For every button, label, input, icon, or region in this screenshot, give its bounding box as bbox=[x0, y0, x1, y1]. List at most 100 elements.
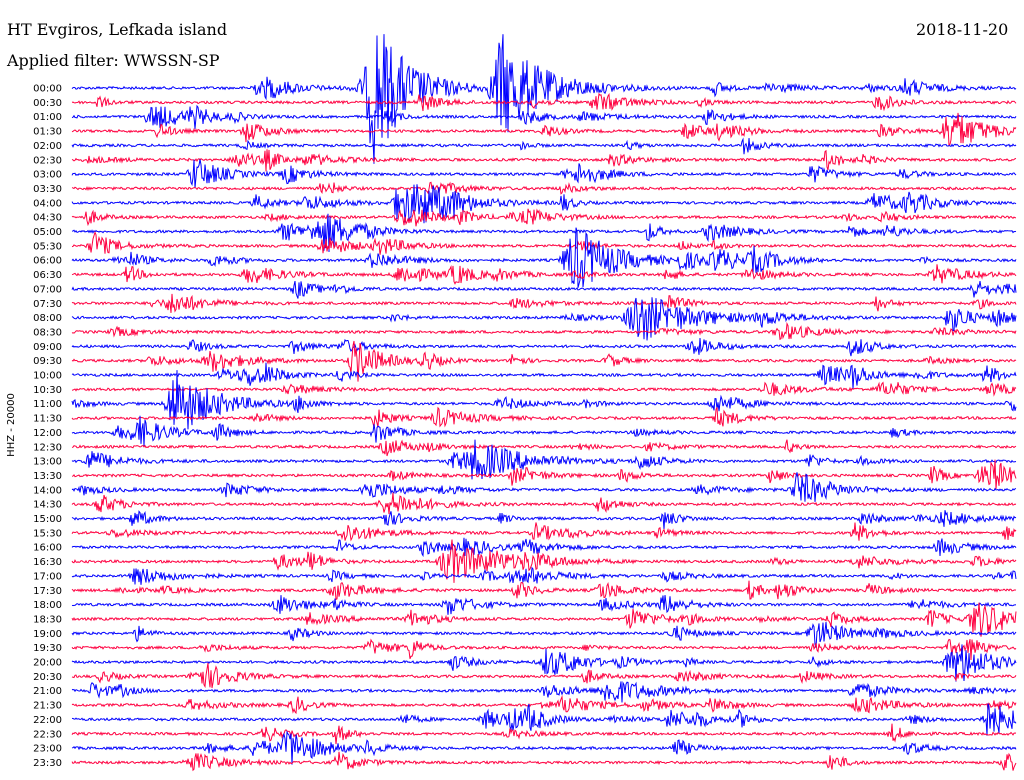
time-tick-label: 23:30 bbox=[33, 758, 62, 769]
time-tick-label: 02:00 bbox=[33, 141, 62, 152]
trace-row-1500 bbox=[71, 510, 1017, 530]
time-tick-label: 10:30 bbox=[33, 385, 62, 396]
time-tick-label: 08:30 bbox=[33, 327, 62, 338]
time-tick-label: 20:30 bbox=[33, 672, 62, 683]
trace-row-1100 bbox=[71, 370, 1017, 430]
trace-row-0530 bbox=[71, 230, 1017, 255]
time-tick-label: 16:30 bbox=[33, 557, 62, 568]
time-tick-label: 12:30 bbox=[33, 442, 62, 453]
time-tick-label: 14:00 bbox=[33, 485, 62, 496]
trace-row-1030 bbox=[71, 381, 1017, 397]
trace-row-2330 bbox=[71, 751, 1017, 772]
time-tick-label: 22:00 bbox=[33, 715, 62, 726]
y-axis-label: HHZ - 20000 bbox=[6, 393, 17, 457]
trace-row-1830 bbox=[71, 602, 1017, 637]
trace-row-0730 bbox=[71, 293, 1017, 313]
time-tick-label: 22:30 bbox=[33, 729, 62, 740]
time-tick-label: 03:00 bbox=[33, 170, 62, 181]
trace-row-0030 bbox=[71, 92, 1017, 112]
time-tick-labels: 00:00 00:30 01:00 01:30 02:00 02:30 03:00 03:30… bbox=[33, 84, 62, 769]
time-tick-label: 10:00 bbox=[33, 371, 62, 382]
trace-row-0930 bbox=[71, 340, 1017, 382]
trace-row-0630 bbox=[71, 264, 1017, 285]
trace-row-0900 bbox=[71, 337, 1017, 357]
time-tick-label: 01:00 bbox=[33, 112, 62, 123]
time-tick-label: 03:30 bbox=[33, 184, 62, 195]
trace-row-0830 bbox=[71, 321, 1017, 341]
trace-row-0330 bbox=[71, 181, 1017, 195]
trace-row-0600 bbox=[71, 227, 1017, 288]
time-tick-label: 13:00 bbox=[33, 457, 62, 468]
trace-row-1000 bbox=[71, 362, 1017, 389]
station-title: HT Evgiros, Lefkada island bbox=[7, 20, 228, 39]
time-tick-label: 13:30 bbox=[33, 471, 62, 482]
time-tick-label: 02:30 bbox=[33, 155, 62, 166]
time-tick-label: 06:00 bbox=[33, 256, 62, 267]
trace-row-0130 bbox=[71, 112, 1017, 147]
trace-row-2030 bbox=[71, 662, 1017, 689]
time-tick-label: 19:00 bbox=[33, 629, 62, 640]
time-tick-label: 00:30 bbox=[33, 98, 62, 109]
y-axis-label-text: HHZ - 20000 bbox=[6, 393, 17, 457]
time-tick-label: 05:00 bbox=[33, 227, 62, 238]
time-tick-label: 18:30 bbox=[33, 614, 62, 625]
trace-row-0430 bbox=[71, 208, 1016, 227]
time-tick-label: 23:00 bbox=[33, 744, 62, 755]
trace-row-2230 bbox=[71, 723, 1017, 745]
time-tick-label: 08:00 bbox=[33, 313, 62, 324]
time-tick-label: 09:00 bbox=[33, 342, 62, 353]
time-tick-label: 07:30 bbox=[33, 299, 62, 310]
time-tick-label: 19:30 bbox=[33, 643, 62, 654]
date-label: 2018-11-20 bbox=[916, 20, 1009, 39]
time-tick-label: 16:00 bbox=[33, 543, 62, 554]
trace-row-0000 bbox=[71, 34, 1017, 164]
time-tick-label: 05:30 bbox=[33, 241, 62, 252]
trace-row-2300 bbox=[71, 730, 1017, 765]
time-tick-label: 17:30 bbox=[33, 586, 62, 597]
trace-row-1600 bbox=[71, 537, 1017, 558]
time-tick-label: 04:30 bbox=[33, 213, 62, 224]
trace-row-1130 bbox=[71, 406, 1017, 428]
trace-row-0700 bbox=[71, 280, 1017, 299]
time-tick-label: 14:30 bbox=[33, 500, 62, 511]
time-tick-label: 04:00 bbox=[33, 198, 62, 209]
trace-row-1230 bbox=[71, 439, 1017, 457]
trace-row-2100 bbox=[71, 681, 1017, 703]
time-tick-label: 20:00 bbox=[33, 658, 62, 669]
trace-row-1730 bbox=[71, 580, 1017, 601]
time-tick-label: 12:00 bbox=[33, 428, 62, 439]
seismic-traces bbox=[71, 34, 1017, 772]
trace-row-1700 bbox=[71, 566, 1017, 585]
time-tick-label: 18:00 bbox=[33, 600, 62, 611]
trace-row-1630 bbox=[71, 539, 1017, 583]
trace-row-1200 bbox=[71, 415, 1017, 447]
trace-row-0800 bbox=[71, 297, 1017, 341]
time-tick-label: 11:00 bbox=[33, 399, 62, 410]
trace-row-2200 bbox=[71, 703, 1017, 736]
trace-row-2130 bbox=[71, 694, 1017, 715]
trace-row-1930 bbox=[71, 638, 1017, 661]
time-tick-label: 01:30 bbox=[33, 127, 62, 138]
trace-row-1300 bbox=[71, 439, 1017, 480]
time-tick-label: 21:30 bbox=[33, 701, 62, 712]
time-tick-label: 15:30 bbox=[33, 528, 62, 539]
trace-row-0100 bbox=[71, 104, 1017, 129]
trace-row-0500 bbox=[71, 213, 1017, 253]
trace-row-0230 bbox=[71, 149, 1017, 172]
time-tick-label: 06:30 bbox=[33, 270, 62, 281]
time-tick-label: 07:00 bbox=[33, 284, 62, 295]
trace-row-1530 bbox=[71, 522, 1017, 542]
trace-row-1400 bbox=[71, 472, 1017, 502]
trace-row-0200 bbox=[71, 137, 1017, 155]
trace-row-1330 bbox=[71, 459, 1017, 490]
trace-row-0300 bbox=[71, 159, 1017, 189]
trace-row-2000 bbox=[71, 644, 1017, 682]
time-tick-label: 17:00 bbox=[33, 571, 62, 582]
time-tick-label: 09:30 bbox=[33, 356, 62, 367]
trace-row-1900 bbox=[71, 621, 1017, 648]
time-tick-label: 00:00 bbox=[33, 84, 62, 95]
trace-row-0400 bbox=[71, 184, 1017, 224]
time-tick-label: 15:00 bbox=[33, 514, 62, 525]
filter-label: Applied filter: WWSSN-SP bbox=[7, 51, 220, 70]
